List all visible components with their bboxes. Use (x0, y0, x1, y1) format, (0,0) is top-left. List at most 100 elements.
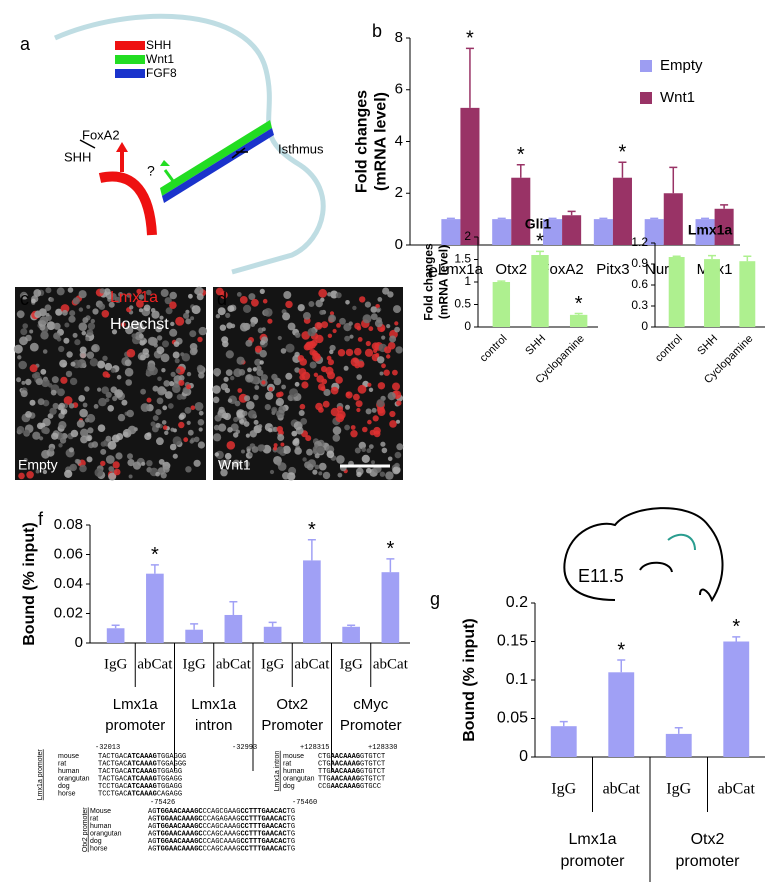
nucleus (238, 369, 246, 376)
nucleus (64, 469, 73, 478)
nucleus (178, 421, 185, 429)
legend-swatch (640, 60, 652, 72)
nucleus (67, 287, 74, 293)
nucleus (41, 426, 49, 434)
nucleus (35, 469, 40, 474)
nucleus (169, 301, 177, 310)
sequence-segment: TG (287, 838, 295, 846)
nucleus (371, 342, 380, 351)
nucleus (251, 446, 259, 453)
species: Mouse (90, 808, 111, 815)
nucleus (100, 448, 107, 455)
nucleus (126, 409, 134, 418)
species: human (283, 768, 305, 775)
nucleus (253, 419, 259, 425)
sequence-segment: CCTTTGAACAC (240, 815, 286, 823)
sequence: AGTGGAACAAAGCCCAGCAAAGCCTTTGAACACTG (148, 838, 295, 846)
legend-swatch (115, 55, 145, 64)
nucleus (386, 324, 391, 329)
nucleus (336, 455, 345, 464)
bar (608, 672, 635, 757)
nucleus (249, 430, 257, 438)
error-bar (229, 600, 238, 615)
nucleus (394, 451, 402, 459)
nucleus (29, 329, 34, 334)
bar (185, 629, 203, 643)
nucleus (361, 447, 367, 453)
nucleus (354, 347, 362, 356)
sequence-segment: TACTGAC (98, 753, 127, 761)
sequence-segment: TG (287, 830, 295, 838)
nucleus (306, 448, 313, 456)
nucleus (86, 329, 94, 336)
outline (563, 507, 724, 603)
wnt1-band (160, 120, 272, 196)
nucleus (387, 341, 396, 350)
sequence-segment: CCAGCAAAG (203, 838, 241, 846)
stain-label: Hoechst (110, 316, 169, 333)
nucleus (147, 336, 157, 346)
sequence-segment: AACAAAG (331, 760, 360, 768)
nucleus (175, 316, 185, 326)
nucleus (314, 322, 323, 330)
nucleus (36, 422, 44, 430)
nucleus (86, 456, 93, 463)
nucleus (176, 394, 183, 400)
panel-letter: d (217, 289, 227, 309)
nucleus (69, 377, 78, 386)
nucleus (42, 469, 48, 475)
sequence-segment: TACTGAC (98, 760, 127, 768)
nucleus (348, 321, 353, 326)
nucleus (63, 337, 70, 344)
nucleus (140, 388, 147, 395)
nucleus (365, 340, 371, 347)
sequence-segment: AG (148, 830, 156, 838)
nucleus (56, 287, 65, 296)
nucleus (98, 303, 106, 310)
nucleus (306, 342, 311, 347)
nucleus (392, 369, 398, 376)
sequence-segment: TACTGAC (98, 775, 127, 783)
sequence-segment: CTG (318, 753, 331, 761)
nucleus (318, 462, 327, 471)
y-tick-label: 0.02 (54, 604, 83, 621)
nucleus (368, 326, 374, 332)
nucleus (117, 413, 126, 422)
nucleus (339, 317, 346, 325)
nucleus (322, 471, 331, 480)
sequence-segment: AACAAAG (331, 775, 360, 783)
significance-label: * (466, 28, 474, 50)
x-tick-label: IgG (551, 781, 576, 798)
sequence-segment: TGGAACAAAGC (156, 830, 202, 838)
significance-label: * (732, 616, 740, 638)
nucleus (381, 335, 386, 340)
sequence: TACTGACATCAAAGTGGAGGG (98, 753, 186, 761)
nucleus (265, 391, 274, 400)
nucleus (276, 446, 285, 455)
nucleus (260, 374, 268, 382)
y-tick-label: 0.2 (506, 594, 528, 611)
sequence: TACTGACATCAAAGTGGAGGG (98, 760, 186, 768)
sequence-segment: CCAGCGAAG (203, 808, 241, 816)
x-tick-label: IgG (104, 656, 127, 672)
coordinate: -75426 (150, 799, 175, 807)
midbrain-region (667, 533, 696, 551)
error-bar (743, 255, 752, 262)
sequence-segment: AG (148, 808, 156, 816)
nucleus (272, 426, 278, 432)
nucleus (246, 401, 255, 410)
nucleus (250, 322, 256, 327)
nucleus (273, 443, 278, 448)
nucleus (159, 315, 164, 320)
nucleus (379, 371, 384, 376)
nucleus (37, 320, 43, 325)
nucleus (267, 318, 273, 324)
nucleus (308, 301, 315, 307)
label: Isthmus (278, 141, 324, 156)
sequence-segment: TCCTGAC (98, 783, 127, 791)
species: rat (58, 760, 66, 767)
sequence: AGTGGAACAAAGCCCAGCAAAGCCTTTGAACACTG (148, 845, 295, 853)
species: dog (90, 838, 102, 845)
error-bar (567, 210, 576, 216)
